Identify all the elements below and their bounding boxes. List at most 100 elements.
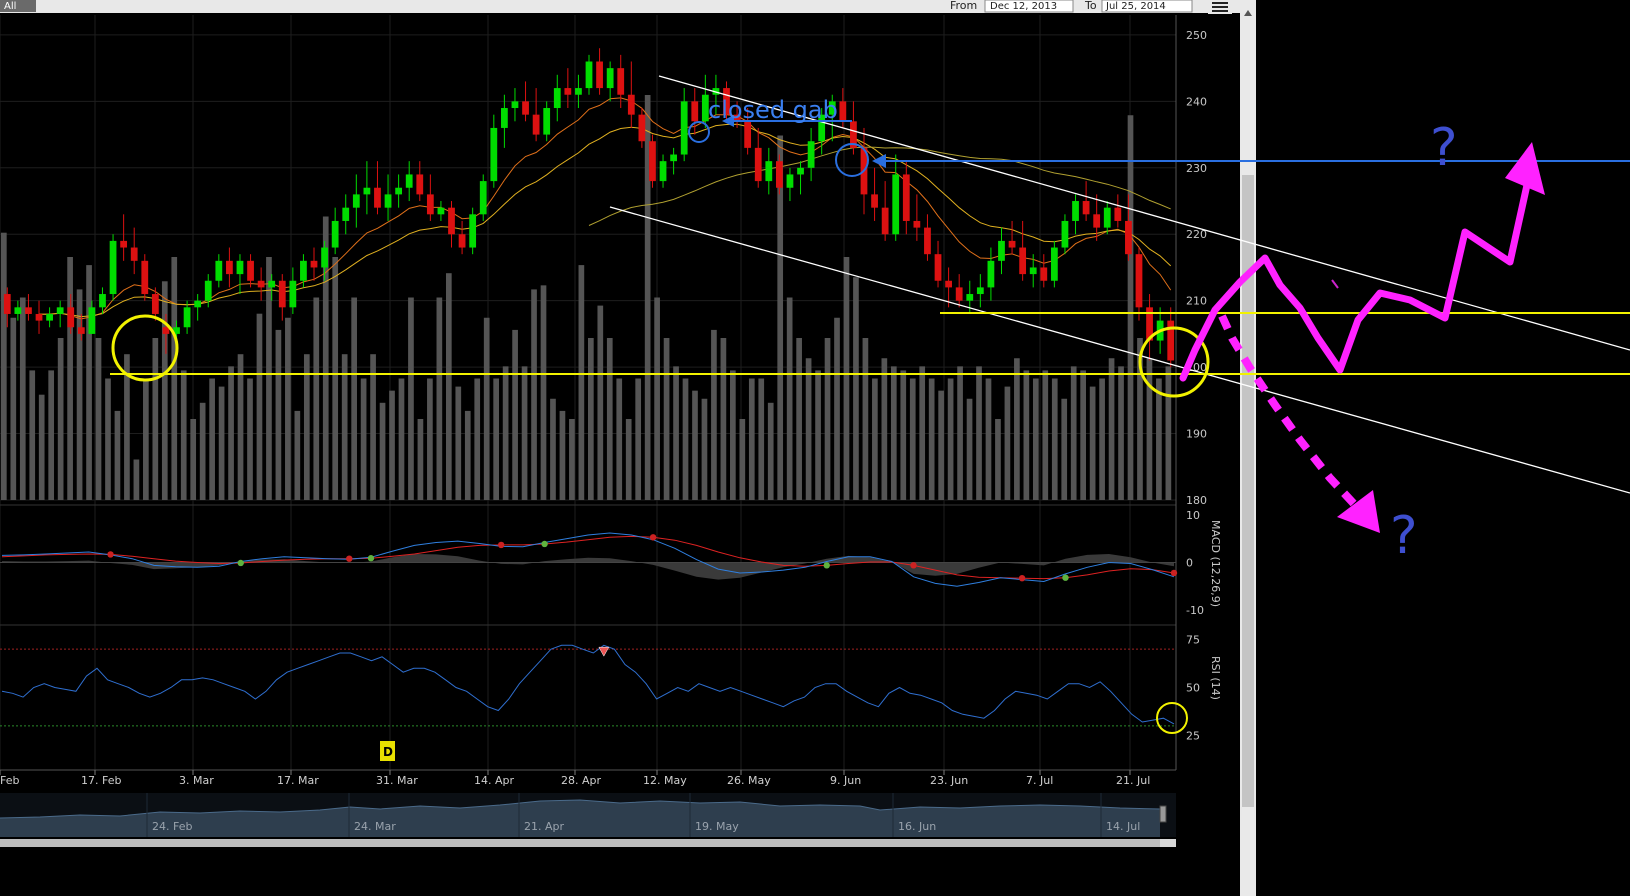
macd-crossover-marker (237, 559, 244, 567)
macd-crossover-marker (497, 541, 505, 549)
volume-bar (578, 265, 585, 500)
candle-body (56, 307, 64, 314)
candle-body (151, 294, 159, 314)
volume-bar (10, 317, 17, 500)
gap-target-arrow-icon (872, 154, 886, 168)
rsi-title: RSI (14) (1209, 656, 1222, 700)
volume-bar (881, 358, 888, 500)
volume-bar (313, 297, 320, 500)
candle-body (374, 187, 381, 208)
from-date-value: Dec 12, 2013 (990, 1, 1057, 12)
macd-tick-label: -10 (1186, 604, 1204, 617)
candle-body (511, 101, 519, 109)
volume-bar (862, 338, 869, 500)
date-axis: Feb 17. Feb 3. Mar 17. Mar 31. Mar 14. Apr 28.… (0, 769, 1176, 787)
candle-body (437, 207, 445, 215)
range-tab-all[interactable] (0, 0, 36, 12)
candle-body (754, 147, 762, 182)
macd-crossover-marker (346, 555, 353, 562)
volume-bar (1146, 358, 1153, 500)
volume-bar (1080, 370, 1087, 500)
volume-bar (427, 378, 433, 500)
candle-body (300, 260, 307, 281)
scroll-up-icon[interactable] (1244, 10, 1252, 16)
volume-bar (786, 297, 793, 500)
candle-body (871, 194, 878, 208)
candle-body (744, 121, 752, 148)
candle-body (120, 240, 128, 248)
navigator[interactable]: 24. Feb 24. Mar 21. Apr 19. May 16. Jun 14. J… (0, 793, 1176, 837)
volume-bar (1108, 358, 1115, 500)
volume-bar (341, 354, 348, 500)
vertical-scrollbar[interactable] (1240, 0, 1256, 896)
volume-bar (114, 410, 121, 500)
volume-bar (1089, 386, 1096, 500)
date-tick-label: 21. Jul (1116, 774, 1150, 787)
to-date-input[interactable] (1101, 0, 1193, 13)
candle-body (25, 307, 32, 314)
candle-body (162, 327, 170, 334)
candle-body (670, 154, 677, 162)
volume-bar (796, 338, 802, 500)
volume-bar (152, 338, 159, 500)
volume-bar (95, 338, 102, 500)
volume-bar (483, 317, 490, 500)
chart-header: All From Dec 12, 2013 To Jul 25, 2014 (0, 0, 1240, 14)
candle-body (786, 174, 794, 188)
volume-bar (606, 338, 613, 500)
from-date-input[interactable] (984, 0, 1074, 13)
candle-body (363, 187, 371, 195)
moving-averages (38, 97, 1172, 320)
candle-body (691, 101, 699, 122)
rsi-tick-label: 25 (1186, 729, 1200, 742)
volume-bar (294, 410, 301, 500)
candle-body (310, 260, 318, 268)
navigator-handle[interactable] (1159, 805, 1167, 823)
bullish-arrow-icon (1505, 142, 1545, 195)
volume-bar (966, 398, 973, 500)
volume-bar (824, 338, 831, 500)
scrollbar-thumb[interactable] (0, 839, 1160, 847)
volume-bar (834, 317, 840, 500)
macd-tick-label: 0 (1186, 557, 1193, 570)
volume-bar (1156, 378, 1162, 500)
volume-bar (237, 354, 244, 500)
volume-bar (1118, 366, 1124, 500)
volume-bar (303, 354, 310, 500)
macd-crossover-marker (541, 540, 548, 548)
volume-bar (550, 398, 556, 500)
candle-body (183, 307, 191, 328)
rsi-panel: 75 50 25 RSI (14) (0, 634, 1222, 742)
candle-body (532, 114, 540, 135)
candle-body (204, 280, 212, 301)
volume-bar (247, 378, 253, 500)
candle-body (585, 61, 593, 89)
candle-body (723, 88, 730, 115)
candle-body (109, 240, 117, 295)
dividend-flag[interactable]: D (380, 741, 395, 761)
horizontal-scrollbar[interactable] (0, 839, 1176, 847)
date-tick-label: 14. Apr (474, 774, 514, 787)
candle-body (680, 101, 688, 155)
vertical-scrollbar-thumb[interactable] (1242, 175, 1254, 807)
candle-body (807, 141, 815, 168)
volume-bar (635, 378, 642, 500)
macd-title: MACD (12,26,9) (1209, 520, 1222, 607)
range-tab-label: All (4, 1, 16, 12)
candle-body (627, 94, 635, 115)
volume-bars (1, 95, 1172, 500)
volume-bar (398, 378, 405, 500)
to-date-value: Jul 25, 2014 (1105, 1, 1166, 12)
candle-body (850, 121, 857, 148)
candle-body (765, 161, 773, 182)
candle-body (1103, 207, 1111, 228)
menu-icon[interactable] (1208, 0, 1232, 14)
from-label: From (950, 0, 977, 12)
candle-body (617, 68, 625, 95)
candle-body (426, 194, 434, 215)
volume-bar (758, 378, 765, 500)
candle-body (469, 214, 477, 248)
volume-bar (464, 410, 471, 500)
navigator-label: 24. Feb (152, 820, 192, 833)
